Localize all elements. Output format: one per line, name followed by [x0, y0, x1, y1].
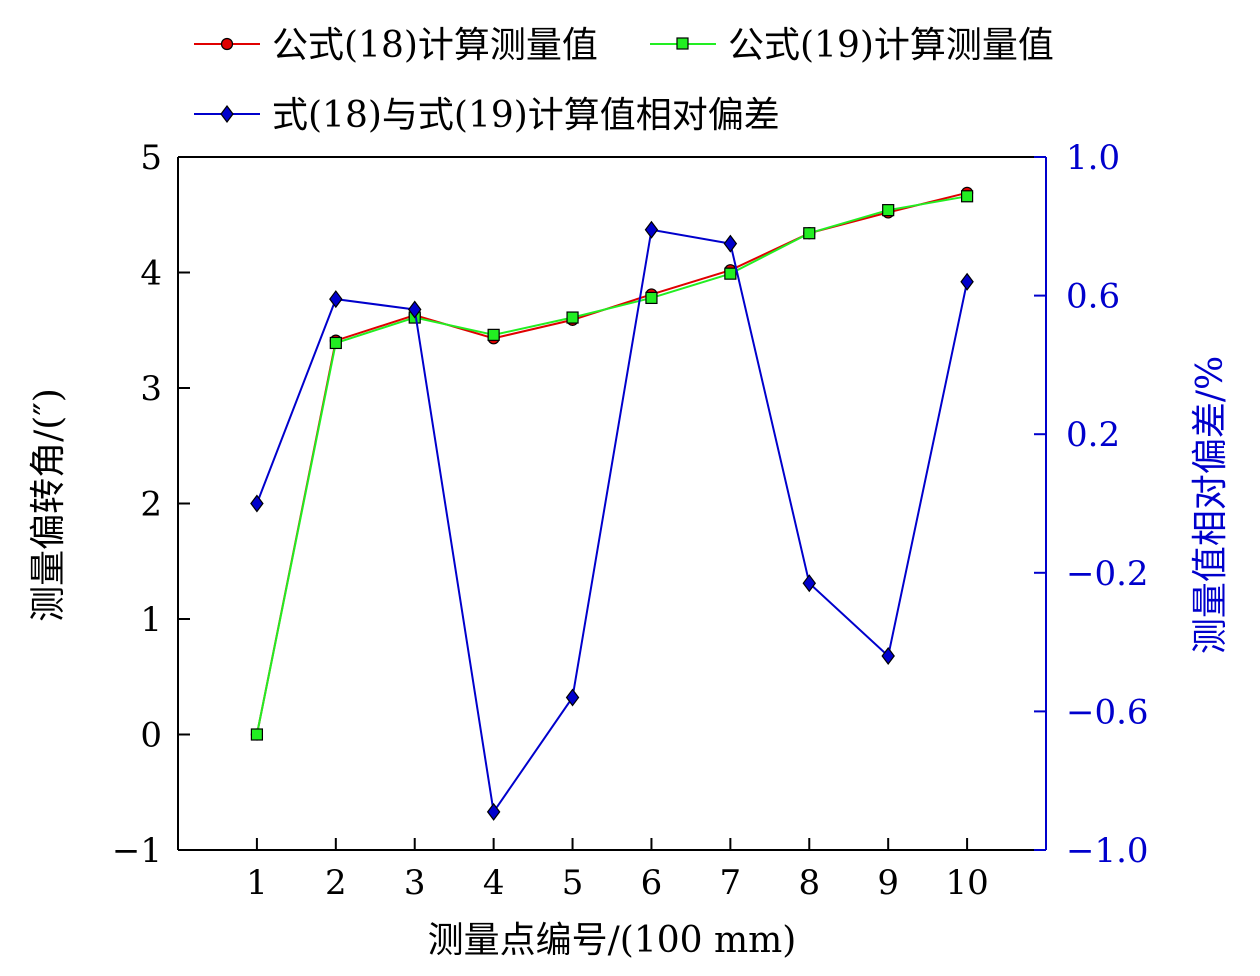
x-tick-label-3: 4 — [483, 863, 505, 903]
legend-entry-series-1: 公式(19)计算测量值 — [650, 25, 1054, 66]
y-tick-label-1: 0 — [140, 716, 162, 756]
series-1-point-4 — [566, 311, 579, 324]
axes-frame — [177, 156, 1047, 851]
y-tick-label-6: 5 — [140, 138, 162, 178]
series-1-point-7 — [803, 227, 816, 240]
series-2-point-8 — [881, 646, 895, 665]
y-tick-label-3: 2 — [140, 485, 162, 525]
legend-entry-series-0: 公式(18)计算测量值 — [194, 25, 598, 66]
y-right-tick-label-0: −1.0 — [1066, 831, 1149, 871]
x-axis-title: 测量点编号/(100 mm) — [428, 920, 797, 961]
x-tick-label-5: 6 — [641, 863, 663, 903]
series-1-point-5 — [645, 291, 658, 305]
series-2-point-9 — [960, 272, 974, 291]
x-tick-label-7: 8 — [798, 863, 820, 903]
series-1-point-8 — [882, 204, 895, 217]
series-2-point-2 — [407, 300, 422, 319]
y-tick-label-2: 1 — [140, 600, 162, 640]
ticks-layer: 1 2 3 4 5 6 7 8 9 10 −1 0 1 2 3 4 5 −1.0 −0.6 −0.2 0.2 0.6 1.0 — [112, 138, 1149, 903]
y-right-tick-label-5: 1.0 — [1066, 138, 1120, 178]
y-right-axis-title: 测量值相对偏差/% — [1190, 356, 1231, 654]
series-1-point-1 — [329, 336, 342, 350]
x-tick-label-1: 2 — [325, 863, 347, 903]
series-line-1 — [255, 195, 968, 735]
series-line-2 — [255, 228, 969, 815]
y-tick-label-4: 3 — [140, 369, 162, 409]
series-1-point-6 — [724, 267, 737, 280]
series-1-point-9 — [960, 190, 974, 203]
plot-layer — [250, 186, 974, 821]
series-2-point-7 — [802, 574, 817, 593]
series-2-point-5 — [644, 220, 659, 239]
x-tick-label-2: 3 — [404, 863, 426, 903]
series-2-point-6 — [723, 234, 738, 253]
x-tick-label-4: 5 — [562, 863, 584, 903]
y-right-tick-label-1: −0.6 — [1066, 692, 1149, 732]
legend-label-series-1: 公式(19)计算测量值 — [728, 25, 1054, 66]
x-tick-label-9: 10 — [945, 863, 988, 903]
series-2-point-4 — [565, 688, 580, 707]
x-tick-label-0: 1 — [246, 863, 268, 903]
legend-label-series-2: 式(18)与式(19)计算值相对偏差 — [272, 95, 780, 136]
legend-entry-series-2: 式(18)与式(19)计算值相对偏差 — [194, 95, 780, 136]
x-tick-label-6: 7 — [720, 863, 742, 903]
series-2-point-1 — [329, 290, 343, 309]
series-1-point-3 — [487, 328, 500, 341]
series-1-point-0 — [250, 728, 264, 741]
x-tick-label-8: 9 — [877, 863, 899, 903]
series-2-point-3 — [486, 802, 501, 821]
y-right-tick-label-3: 0.2 — [1066, 415, 1120, 455]
y-tick-label-5: 4 — [140, 254, 162, 294]
series-2-point-0 — [250, 494, 264, 513]
legend-label-series-0: 公式(18)计算测量值 — [272, 25, 598, 66]
legend: 公式(18)计算测量值 公式(19)计算测量值 式(18)与式(19)计算值相对… — [194, 25, 1054, 136]
y-right-tick-label-2: −0.2 — [1066, 554, 1149, 594]
y-tick-label-0: −1 — [112, 831, 162, 871]
y-axis-title: 测量偏转角/(″) — [28, 388, 69, 622]
y-right-tick-label-4: 0.6 — [1066, 277, 1120, 317]
